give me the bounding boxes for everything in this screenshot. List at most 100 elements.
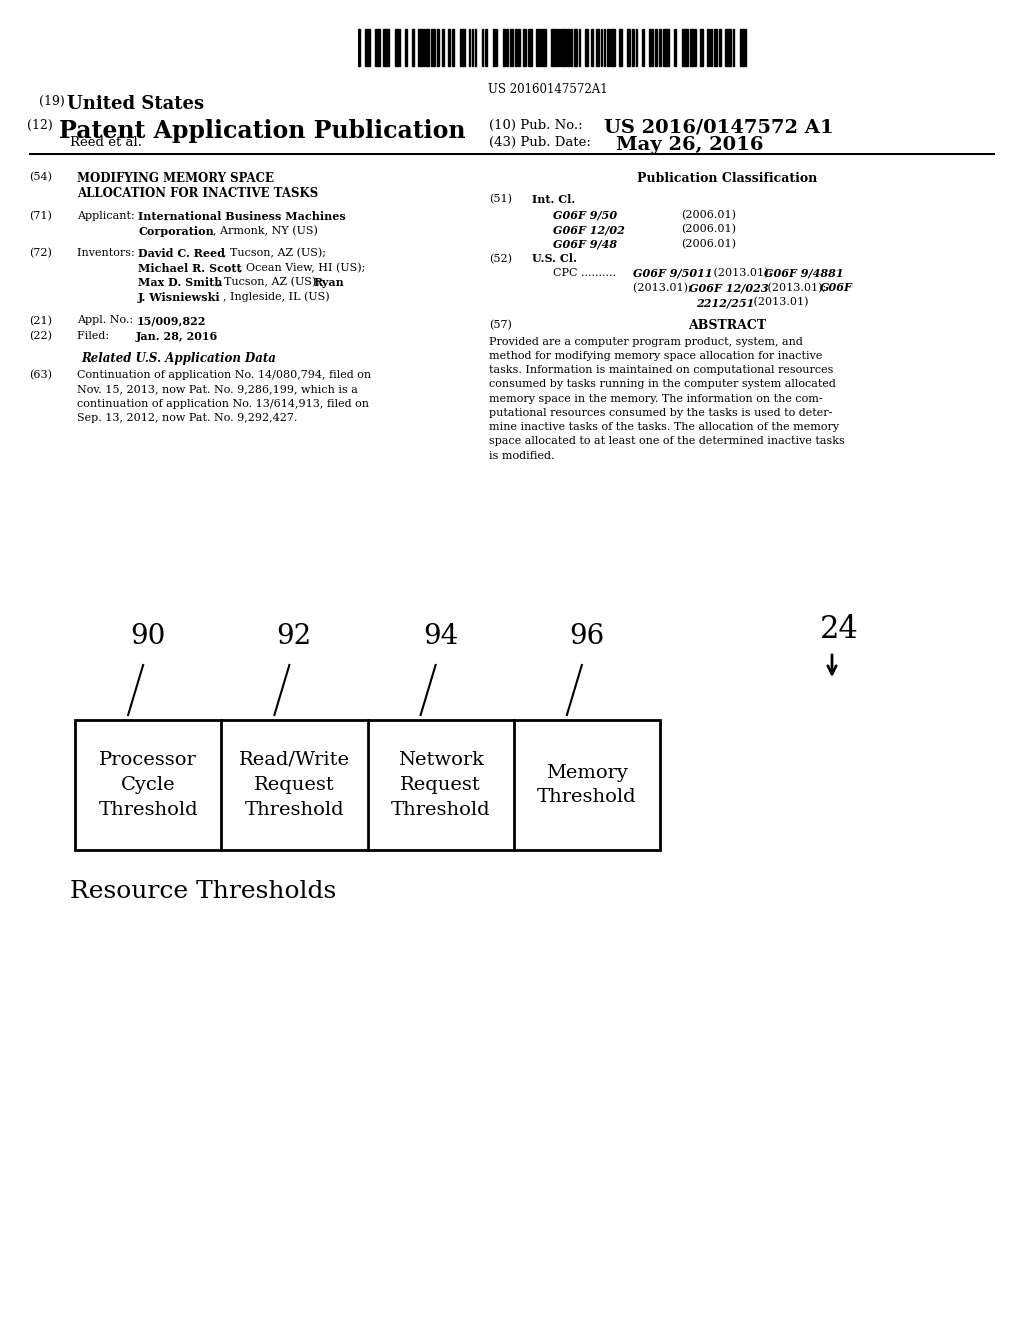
Bar bbox=[551, 29, 556, 66]
Text: Inventors:: Inventors: bbox=[77, 248, 138, 259]
Text: continuation of application No. 13/614,913, filed on: continuation of application No. 13/614,9… bbox=[77, 399, 369, 409]
Bar bbox=[358, 29, 360, 66]
Bar bbox=[442, 29, 443, 66]
Text: Reed et al.: Reed et al. bbox=[70, 136, 141, 149]
Bar bbox=[585, 29, 588, 66]
Bar bbox=[375, 29, 380, 66]
Bar bbox=[418, 29, 422, 66]
Text: (10) Pub. No.:: (10) Pub. No.: bbox=[489, 119, 583, 132]
Text: Related U.S. Application Data: Related U.S. Application Data bbox=[82, 352, 276, 366]
Text: is modified.: is modified. bbox=[489, 450, 555, 461]
Text: , Armonk, NY (US): , Armonk, NY (US) bbox=[213, 226, 317, 236]
Text: (2013.01);: (2013.01); bbox=[633, 282, 695, 293]
Text: (51): (51) bbox=[489, 194, 512, 205]
Text: (2006.01): (2006.01) bbox=[681, 210, 736, 220]
Text: G06F 9/4881: G06F 9/4881 bbox=[764, 268, 844, 279]
Text: 90: 90 bbox=[130, 623, 166, 649]
Bar bbox=[469, 29, 470, 66]
Bar bbox=[571, 29, 572, 66]
Text: Ryan: Ryan bbox=[313, 277, 344, 288]
Text: U.S. Cl.: U.S. Cl. bbox=[532, 253, 578, 264]
Text: Max D. Smith: Max D. Smith bbox=[138, 277, 222, 288]
Bar bbox=[558, 29, 560, 66]
Text: US 20160147572A1: US 20160147572A1 bbox=[488, 83, 607, 96]
Bar bbox=[648, 29, 653, 66]
Bar bbox=[493, 29, 498, 66]
Bar bbox=[633, 29, 634, 66]
Text: (12): (12) bbox=[27, 119, 56, 132]
Text: 24: 24 bbox=[820, 614, 859, 645]
Text: tasks. Information is maintained on computational resources: tasks. Information is maintained on comp… bbox=[489, 366, 834, 375]
Bar bbox=[714, 29, 718, 66]
Text: (54): (54) bbox=[29, 172, 51, 182]
Bar bbox=[719, 29, 721, 66]
Bar bbox=[606, 29, 608, 66]
Text: Continuation of application No. 14/080,794, filed on: Continuation of application No. 14/080,7… bbox=[77, 370, 371, 380]
Text: David C. Reed: David C. Reed bbox=[138, 248, 225, 259]
Bar bbox=[528, 29, 531, 66]
Text: (63): (63) bbox=[29, 370, 51, 380]
Text: May 26, 2016: May 26, 2016 bbox=[616, 136, 764, 154]
Bar bbox=[739, 29, 745, 66]
Text: consumed by tasks running in the computer system allocated: consumed by tasks running in the compute… bbox=[489, 379, 837, 389]
Text: 2212/251: 2212/251 bbox=[696, 297, 755, 308]
Text: ABSTRACT: ABSTRACT bbox=[688, 319, 766, 333]
Text: Nov. 15, 2013, now Pat. No. 9,286,199, which is a: Nov. 15, 2013, now Pat. No. 9,286,199, w… bbox=[77, 384, 357, 395]
Bar bbox=[659, 29, 662, 66]
Text: (57): (57) bbox=[489, 319, 512, 330]
Bar bbox=[365, 29, 371, 66]
Bar bbox=[596, 29, 599, 66]
Bar bbox=[674, 29, 676, 66]
Bar bbox=[733, 29, 734, 66]
Bar bbox=[510, 29, 513, 66]
Bar bbox=[655, 29, 657, 66]
Bar bbox=[707, 29, 709, 66]
Text: method for modifying memory space allocation for inactive: method for modifying memory space alloca… bbox=[489, 351, 823, 360]
Text: space allocated to at least one of the determined inactive tasks: space allocated to at least one of the d… bbox=[489, 437, 845, 446]
Text: Resource Thresholds: Resource Thresholds bbox=[70, 880, 336, 903]
Text: (52): (52) bbox=[489, 253, 512, 264]
Bar bbox=[404, 29, 407, 66]
Bar bbox=[725, 29, 731, 66]
Text: (21): (21) bbox=[29, 315, 51, 326]
Text: (2013.01): (2013.01) bbox=[750, 297, 808, 308]
Text: Network
Request
Threshold: Network Request Threshold bbox=[391, 751, 490, 818]
Text: 15/009,822: 15/009,822 bbox=[136, 315, 206, 326]
Text: Jan. 28, 2016: Jan. 28, 2016 bbox=[136, 331, 218, 342]
Bar bbox=[75, 719, 660, 850]
Text: mine inactive tasks of the tasks. The allocation of the memory: mine inactive tasks of the tasks. The al… bbox=[489, 422, 840, 432]
Text: (2006.01): (2006.01) bbox=[681, 239, 736, 249]
Bar bbox=[642, 29, 644, 66]
Bar bbox=[566, 29, 569, 66]
Text: (71): (71) bbox=[29, 211, 51, 222]
Text: Publication Classification: Publication Classification bbox=[637, 172, 817, 185]
Bar bbox=[604, 29, 605, 66]
Text: (2006.01): (2006.01) bbox=[681, 224, 736, 235]
Bar bbox=[515, 29, 517, 66]
Text: J. Wisniewski: J. Wisniewski bbox=[138, 292, 221, 302]
Text: , Ocean View, HI (US);: , Ocean View, HI (US); bbox=[239, 263, 365, 273]
Bar bbox=[413, 29, 414, 66]
Bar bbox=[711, 29, 713, 66]
Bar bbox=[545, 29, 546, 66]
Bar bbox=[700, 29, 703, 66]
Bar bbox=[423, 29, 425, 66]
Text: G06F 9/48: G06F 9/48 bbox=[553, 239, 617, 249]
Text: (72): (72) bbox=[29, 248, 51, 259]
Bar bbox=[503, 29, 508, 66]
Text: (22): (22) bbox=[29, 331, 51, 342]
Bar bbox=[475, 29, 476, 66]
Text: , Ingleside, IL (US): , Ingleside, IL (US) bbox=[223, 292, 330, 302]
Text: United States: United States bbox=[67, 95, 204, 114]
Bar bbox=[460, 29, 466, 66]
Text: Memory
Threshold: Memory Threshold bbox=[537, 763, 637, 807]
Text: G06F 9/5011: G06F 9/5011 bbox=[633, 268, 713, 279]
Text: CPC ..........: CPC .......... bbox=[553, 268, 616, 279]
Bar bbox=[537, 29, 540, 66]
Text: (19): (19) bbox=[39, 95, 69, 108]
Bar bbox=[636, 29, 637, 66]
Text: Michael R. Scott: Michael R. Scott bbox=[138, 263, 242, 273]
Text: 96: 96 bbox=[569, 623, 604, 649]
Text: , Tucson, AZ (US);: , Tucson, AZ (US); bbox=[217, 277, 324, 288]
Text: G06F 12/02: G06F 12/02 bbox=[553, 224, 625, 235]
